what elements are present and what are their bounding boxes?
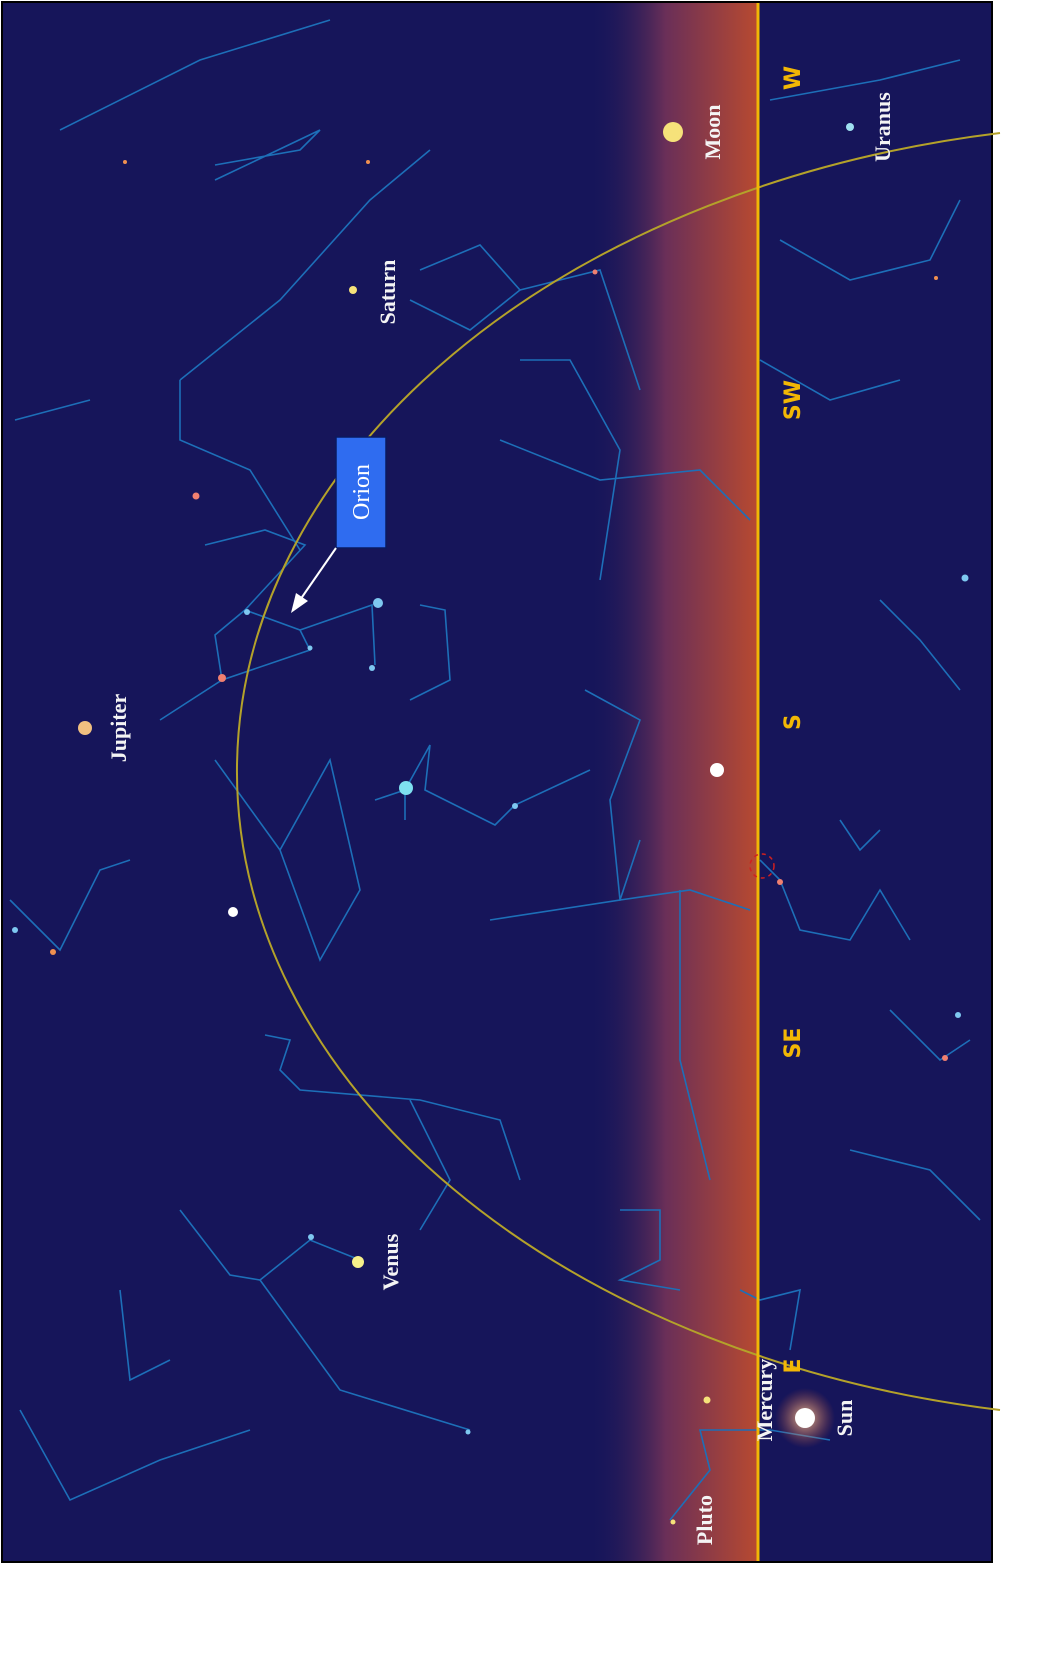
compass-labels: W SW S SE E: [781, 66, 806, 1374]
compass-label: S: [781, 714, 806, 730]
callout-arrow: [299, 547, 337, 601]
object-label: Pluto: [692, 1495, 717, 1545]
orion-callout: Orion: [291, 436, 387, 613]
object-labels: Moon Uranus Saturn Jupiter Venus Mercury…: [106, 92, 895, 1545]
planets: [78, 122, 854, 1525]
target-marker: [749, 853, 775, 879]
compass-label: W: [781, 66, 806, 90]
stars: [12, 160, 969, 1435]
horizon-glow: [590, 3, 758, 1561]
compass-label: E: [781, 1358, 806, 1373]
callout-box: [335, 436, 387, 549]
compass-label: SE: [781, 1028, 806, 1059]
object-label: Venus: [378, 1233, 403, 1290]
ecliptic: [235, 132, 1001, 1411]
object-label: Sun: [832, 1400, 857, 1437]
object-label: Mercury: [752, 1359, 777, 1442]
object-label: Moon: [700, 105, 725, 160]
object-label: Jupiter: [106, 694, 131, 763]
callout-arrowhead: [291, 593, 308, 613]
compass-label: SW: [781, 380, 806, 420]
sky-background: [1, 1, 993, 1563]
object-label: Saturn: [375, 260, 400, 325]
callout-label: Orion: [349, 464, 375, 520]
object-label: Uranus: [870, 92, 895, 162]
